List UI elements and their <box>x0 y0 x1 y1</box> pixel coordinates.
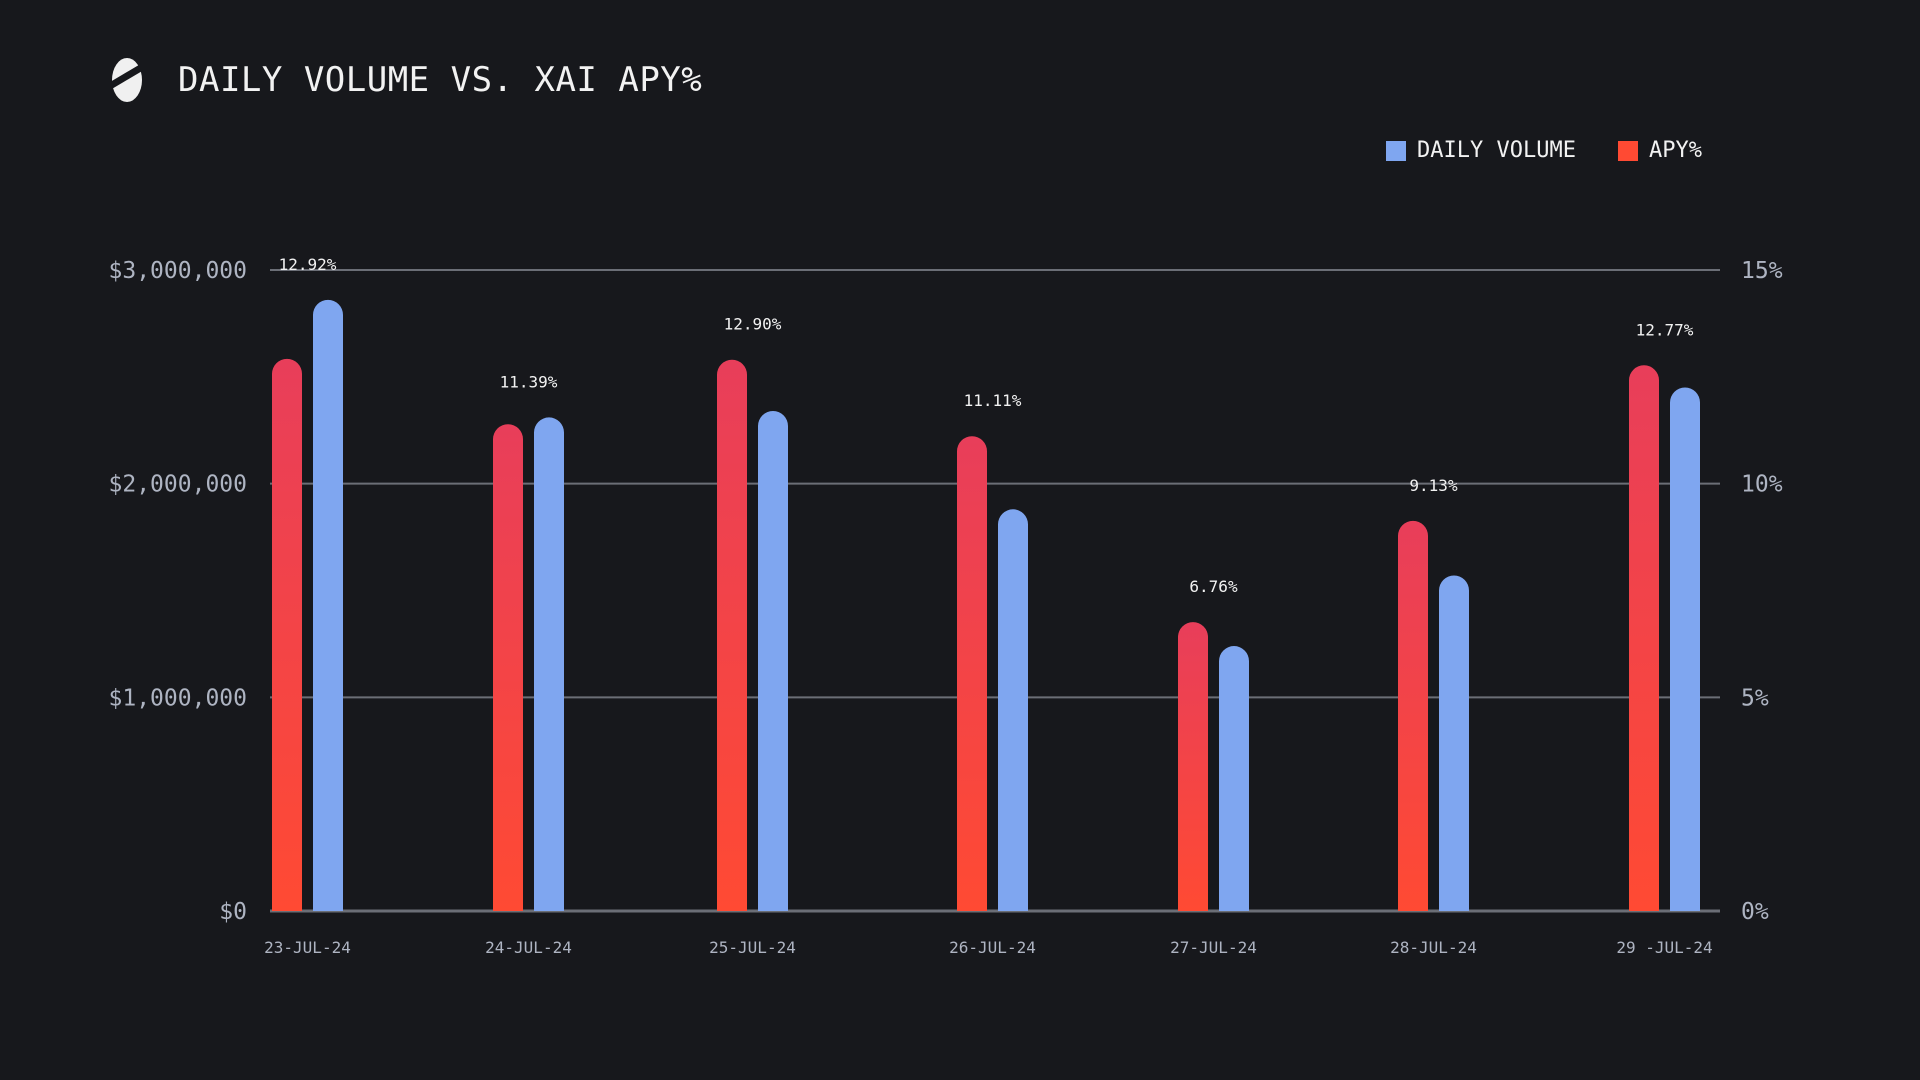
slashed-oval-logo-icon <box>112 58 142 102</box>
y-tick-label-left: $0 <box>219 899 247 925</box>
y-tick-label-right: 5% <box>1741 685 1769 711</box>
daily-volume-bar[interactable] <box>1219 646 1249 911</box>
apy-bar[interactable] <box>717 359 747 912</box>
daily-volume-bar[interactable] <box>998 509 1028 911</box>
chart-header: DAILY VOLUME VS. XAI APY% <box>110 56 702 104</box>
y-tick-label-left: $2,000,000 <box>109 472 247 498</box>
y-axis-left: $0 $1,000,000 $2,000,000 $3,000,000 <box>109 258 247 925</box>
x-axis: 23-JUL-24 24-JUL-24 25-JUL-24 26-JUL-24 27-J… <box>264 938 1713 957</box>
apy-bar[interactable] <box>1629 365 1659 912</box>
apy-bar[interactable] <box>1398 520 1428 911</box>
x-tick-label: 27-JUL-24 <box>1170 938 1257 957</box>
apy-data-label: 12.77% <box>1636 320 1694 339</box>
apy-data-label: 11.11% <box>964 391 1022 410</box>
daily-volume-bar[interactable] <box>313 299 343 911</box>
apy-bar[interactable] <box>272 358 302 911</box>
y-tick-label-right: 15% <box>1741 258 1783 284</box>
y-axis-right: 0% 5% 10% 15% <box>1741 258 1783 925</box>
chart-legend: DAILY VOLUME APY% <box>1386 138 1744 163</box>
y-tick-label-left: $3,000,000 <box>109 258 247 284</box>
legend-swatch-apy <box>1617 140 1638 161</box>
apy-data-label: 9.13% <box>1409 476 1458 495</box>
y-tick-label-right: 0% <box>1741 899 1769 925</box>
bars <box>272 299 1700 912</box>
apy-data-label: 12.92% <box>279 255 337 274</box>
x-tick-label: 26-JUL-24 <box>949 938 1036 957</box>
legend-item-apy[interactable]: APY% <box>1617 138 1702 163</box>
x-tick-label: 28-JUL-24 <box>1390 938 1477 957</box>
legend-label-daily-volume: DAILY VOLUME <box>1417 138 1576 163</box>
legend-swatch-daily-volume <box>1386 140 1406 161</box>
apy-bar[interactable] <box>957 436 987 911</box>
y-tick-label-left: $1,000,000 <box>109 685 247 711</box>
x-tick-label: 25-JUL-24 <box>709 938 796 957</box>
daily-volume-bar[interactable] <box>1670 387 1700 911</box>
x-tick-label: 29 -JUL-24 <box>1616 938 1712 957</box>
daily-volume-bar[interactable] <box>758 411 788 911</box>
legend-label-apy: APY% <box>1648 138 1702 163</box>
legend-item-daily-volume[interactable]: DAILY VOLUME <box>1386 138 1576 163</box>
x-tick-label: 23-JUL-24 <box>264 938 351 957</box>
gridlines <box>270 269 1720 913</box>
daily-volume-bar[interactable] <box>1439 575 1469 911</box>
apy-data-label: 6.76% <box>1189 577 1238 596</box>
apy-bar[interactable] <box>493 424 523 911</box>
chart-title: DAILY VOLUME VS. XAI APY% <box>178 60 703 100</box>
daily-volume-bar[interactable] <box>534 417 564 911</box>
apy-bar[interactable] <box>1178 622 1208 911</box>
y-tick-label-right: 10% <box>1741 472 1783 498</box>
data-labels: 12.92% 11.39% 12.90% 11.11% 6.76% 9.13% 12.77% <box>279 255 1694 596</box>
apy-data-label: 11.39% <box>500 372 558 391</box>
x-tick-label: 24-JUL-24 <box>485 938 572 957</box>
apy-data-label: 12.90% <box>724 315 782 334</box>
